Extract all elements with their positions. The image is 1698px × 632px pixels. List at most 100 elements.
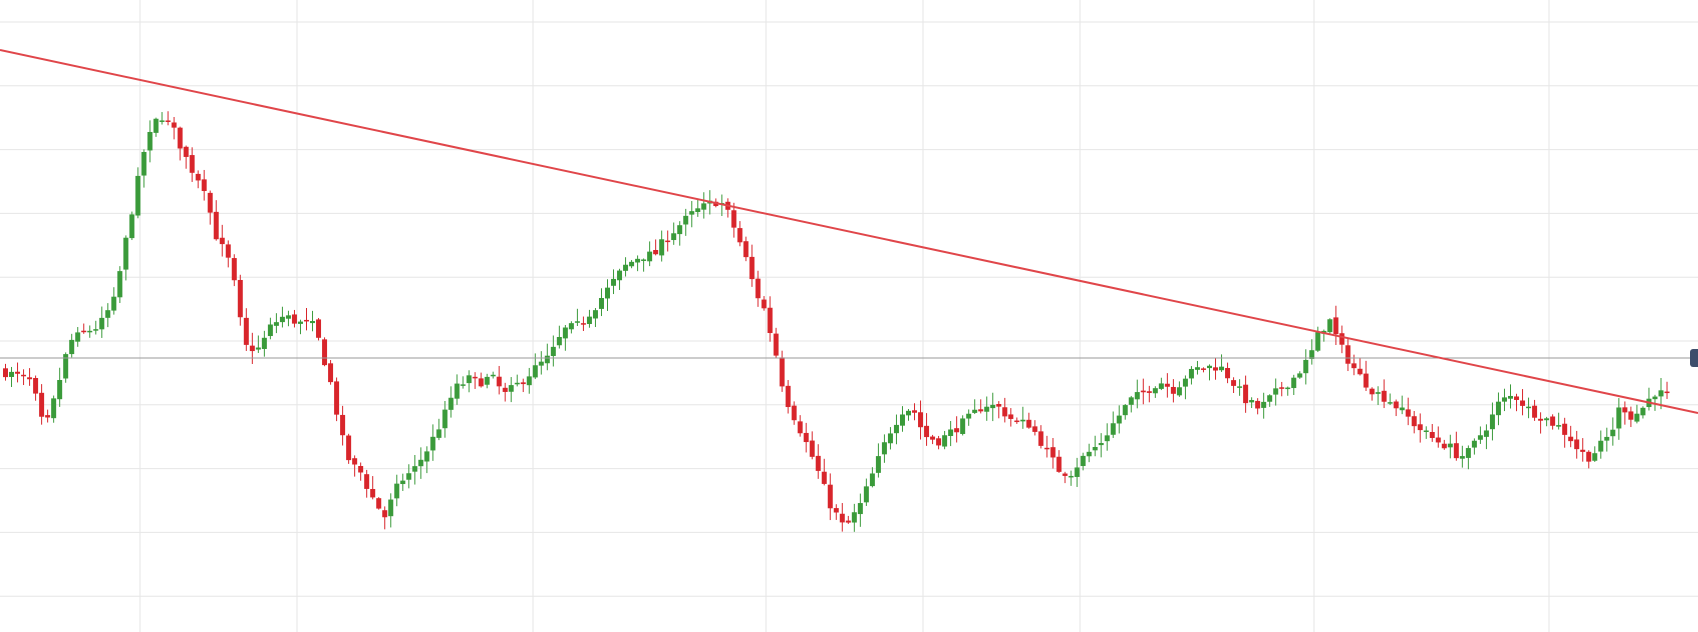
candle-down [845,520,851,523]
candle-down [912,410,918,413]
candle-up [875,456,881,473]
candle-up [574,321,580,323]
candle-up [255,347,261,350]
current-price-tag [1690,349,1698,367]
candle-down [1044,447,1050,450]
candle-down [954,428,960,433]
candle-up [297,321,303,324]
candle-up [611,278,617,286]
candle-up [568,323,574,330]
candle-down [1586,451,1592,462]
candle-up [1610,429,1616,437]
candle-down [924,425,930,438]
candle-down [1393,401,1399,409]
candle-up [1104,435,1110,442]
candle-down [1225,368,1231,379]
candle-up [394,483,400,499]
candle-up [1297,373,1303,378]
candle-up [418,459,424,467]
candle-down [21,374,27,377]
candle-up [285,315,291,319]
candle-down [665,240,671,243]
candle-down [791,405,797,421]
candle-up [448,397,454,410]
candle-down [1032,426,1038,432]
candle-up [1134,392,1140,400]
candle-up [1128,397,1134,405]
candle-up [123,237,129,270]
candle-down [382,510,388,518]
candle-down [1056,456,1062,472]
candle-up [1634,413,1640,422]
candle-up [869,473,875,487]
candle-down [1014,420,1020,423]
candle-down [3,368,8,378]
candle-up [966,413,972,419]
candle-up [1074,467,1080,477]
candle-up [984,406,990,412]
candle-up [87,330,93,333]
candle-down [478,378,484,387]
candle-up [1616,407,1622,429]
candle-up [683,215,689,225]
candle-up [881,442,887,455]
candle-up [1176,387,1182,396]
candle-down [1532,405,1538,418]
candle-up [442,409,448,429]
candle-down [1231,380,1237,386]
candle-up [105,310,111,318]
candle-down [322,339,328,366]
candle-up [695,208,701,213]
candle-up [1399,407,1405,411]
candle-up [153,118,159,133]
candle-up [677,225,683,235]
candle-up [899,414,905,426]
candle-down [1538,418,1544,421]
candle-down [15,371,21,374]
candle-down [1255,400,1261,409]
candle-up [1471,440,1477,448]
candle-down [749,256,755,280]
candle-up [1483,430,1489,437]
candle-down [936,438,942,446]
candle-up [159,120,165,122]
candle-up [99,317,105,330]
candle-up [430,436,436,451]
candle-down [334,381,340,415]
candle-up [1489,414,1495,430]
candle-up [310,321,316,324]
candle-down [304,319,309,322]
candle-down [1429,432,1435,438]
candle-down [1038,431,1044,446]
candle-up [51,398,57,419]
candle-down [839,513,845,523]
candle-up [1508,395,1513,399]
candle-down [930,436,936,440]
candle-down [45,415,51,418]
candle-down [171,122,177,128]
candle-down [1369,388,1375,395]
candle-down [737,228,743,243]
candle-up [972,409,978,413]
candle-up [1495,401,1501,416]
candle-up [1556,425,1562,427]
candle-down [213,211,219,240]
candle-up [57,379,63,400]
candle-up [412,466,418,472]
candle-down [33,377,39,394]
candle-down [183,146,189,157]
candle-down [1146,391,1152,393]
candle-up [1092,446,1098,451]
candle-down [1170,386,1176,394]
candle-down [731,210,737,228]
candle-up [948,429,954,437]
candle-down [797,421,803,434]
candle-up [1273,388,1279,395]
candle-up [1387,402,1393,404]
candle-down [81,330,87,333]
candle-down [809,440,815,457]
candle-down [219,237,225,245]
candle-up [261,337,267,349]
